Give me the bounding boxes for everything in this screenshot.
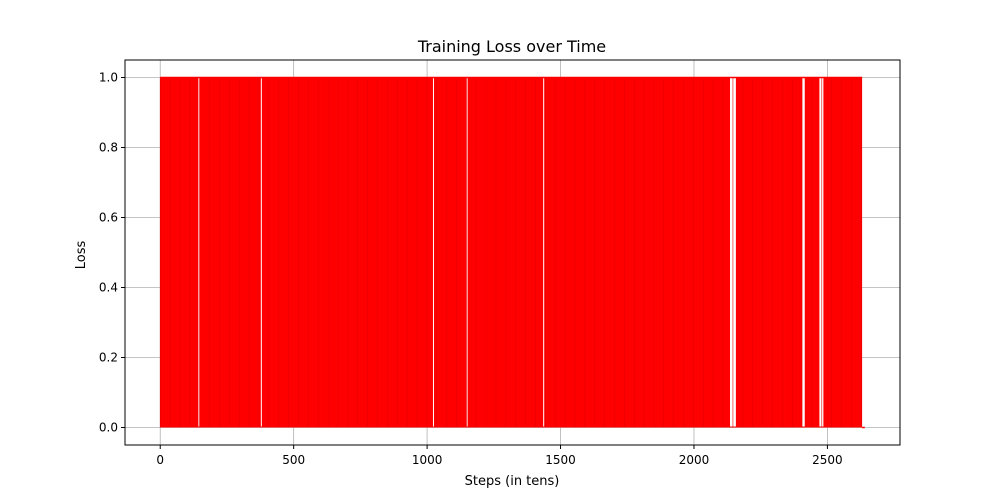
x-axis-label: Steps (in tens) bbox=[465, 474, 560, 489]
x-tick-label: 1500 bbox=[545, 453, 576, 467]
y-axis-label: Loss bbox=[74, 241, 89, 270]
loss-gap bbox=[819, 77, 824, 427]
loss-gap bbox=[543, 77, 545, 427]
y-tick-label: 0.2 bbox=[99, 351, 118, 365]
loss-series bbox=[159, 76, 865, 429]
y-tick-label: 0.0 bbox=[99, 421, 118, 435]
x-tick-label: 500 bbox=[282, 453, 305, 467]
loss-gap bbox=[198, 77, 200, 427]
plot-area-frame bbox=[124, 59, 901, 446]
x-tick-label: 2500 bbox=[812, 453, 843, 467]
loss-gap bbox=[802, 77, 805, 427]
loss-oscillation-band bbox=[160, 77, 863, 428]
chart-title: Training Loss over Time bbox=[417, 37, 606, 56]
x-tick-label: 2000 bbox=[679, 453, 710, 467]
x-axis-ticks: 0 500 1000 1500 2000 2500 bbox=[156, 445, 843, 467]
loss-gap bbox=[432, 77, 434, 427]
x-tick-label: 0 bbox=[156, 453, 164, 467]
y-tick-label: 0.4 bbox=[99, 281, 118, 295]
loss-gap bbox=[260, 77, 262, 427]
y-axis-ticks: 0.0 0.2 0.4 0.6 0.8 1.0 bbox=[99, 71, 125, 435]
y-tick-label: 0.6 bbox=[99, 211, 118, 225]
x-tick-label: 1000 bbox=[412, 453, 443, 467]
y-tick-label: 1.0 bbox=[99, 71, 118, 85]
loss-gap bbox=[466, 77, 468, 427]
y-tick-label: 0.8 bbox=[99, 141, 118, 155]
